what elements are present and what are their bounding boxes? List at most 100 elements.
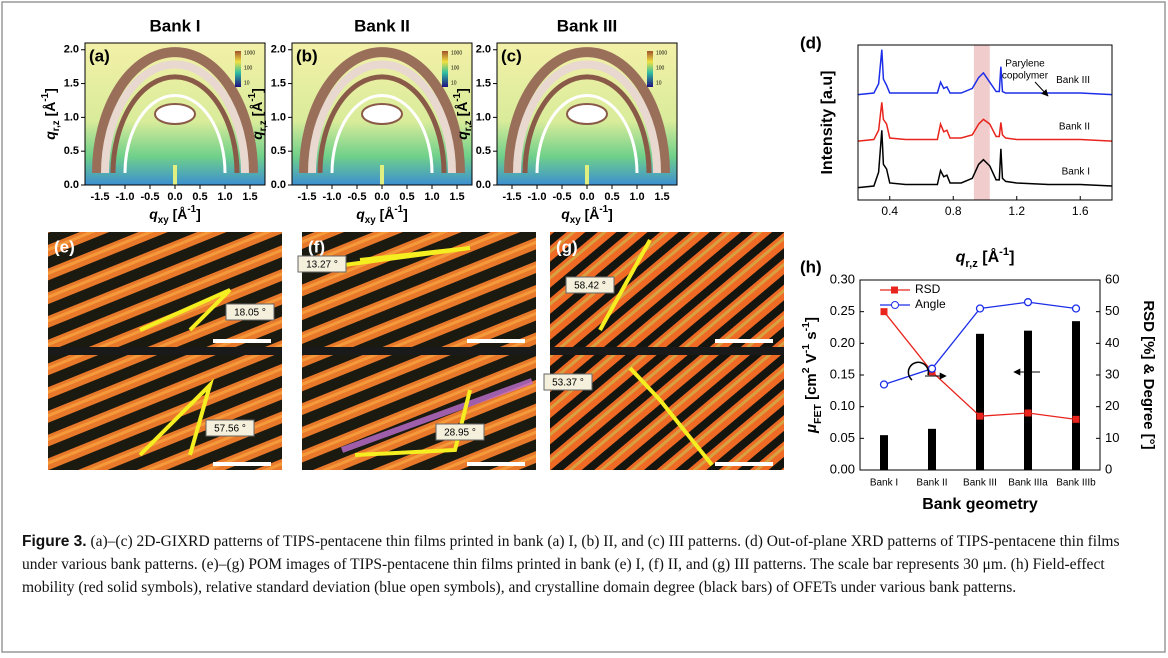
x-tick-label: 0.4: [881, 204, 898, 218]
pom-image: [550, 355, 784, 470]
panel-letter: (e): [54, 237, 75, 256]
panel-title: Bank II: [354, 16, 410, 35]
label-part: xy: [365, 215, 376, 226]
y-tick-label: 0.20: [830, 335, 855, 350]
panel-letter: (a): [89, 46, 110, 65]
x-tick-label: -1.0: [323, 191, 342, 203]
scale-bar: [213, 339, 271, 343]
x-tick-label: 0.0: [579, 191, 594, 203]
panel-letter: (g): [556, 237, 578, 256]
x-tick-label: -1.0: [116, 191, 135, 203]
x-tick-label: 0.5: [604, 191, 619, 203]
label-part: [Å: [249, 102, 265, 121]
marker: [881, 308, 888, 315]
x-tick-label: -0.5: [141, 191, 160, 203]
label-part: xy: [158, 215, 169, 226]
angle-label: 57.56 °: [214, 424, 246, 435]
label-part: s: [803, 331, 820, 344]
colorbar: [647, 51, 653, 87]
colorbar-label: 1000: [244, 50, 255, 56]
label-part: [Å: [454, 102, 470, 121]
pom-gap: [48, 347, 282, 355]
colorbar-label: 10: [244, 80, 250, 86]
angle-label: 28.95 °: [444, 428, 476, 439]
x-tick-label: 0.8: [945, 204, 962, 218]
legend-label: Angle: [915, 297, 946, 311]
scale-bar: [467, 462, 525, 466]
diffraction-dome: [362, 104, 402, 124]
y2-tick-label: 20: [1105, 398, 1119, 413]
x-tick-label: -1.5: [503, 191, 522, 203]
x-tick-label: 1.0: [217, 191, 232, 203]
marker: [1025, 410, 1032, 417]
angle-label: 13.27 °: [306, 260, 338, 271]
caption-text: (a)–(c) 2D-GIXRD patterns of TIPS-pentac…: [22, 533, 1119, 596]
marker: [881, 381, 888, 388]
legend-marker: [891, 287, 898, 294]
colorbar-label: 1000: [656, 50, 667, 56]
marker: [977, 305, 984, 312]
x-tick-label: 1.6: [1072, 204, 1089, 218]
y-tick-label: 0.5: [271, 145, 286, 157]
x-tick-label: 1.5: [654, 191, 669, 203]
panel-title: Bank III: [557, 16, 617, 35]
annotation: copolymer: [1002, 71, 1049, 82]
panel-letter: (c): [501, 46, 522, 65]
panel-letter: (f): [308, 237, 325, 256]
series-label: Bank I: [1062, 167, 1090, 178]
beam-stop: [585, 165, 589, 185]
y-tick-label: 1.0: [476, 111, 491, 123]
x-tick-label: Bank I: [870, 478, 898, 489]
label-part: -1: [999, 246, 1009, 258]
colorbar-label: 100: [656, 65, 665, 71]
bar: [976, 334, 984, 470]
y-tick-label: 0.25: [830, 303, 855, 318]
marker: [977, 413, 984, 420]
y2-tick-label: 40: [1105, 335, 1119, 350]
y-tick-label: 0.15: [830, 366, 855, 381]
y2-tick-label: 10: [1105, 430, 1119, 445]
y-tick-label: 1.0: [64, 111, 79, 123]
y-tick-label: 0.0: [64, 179, 79, 191]
label-part: ]: [803, 317, 820, 322]
x-tick-label: 0.5: [399, 191, 414, 203]
angle-label: 53.37 °: [552, 378, 584, 389]
y-tick-label: 0.00: [830, 461, 855, 476]
label-part: q: [956, 249, 966, 266]
panel-letter: (d): [800, 33, 822, 52]
marker: [1073, 305, 1080, 312]
x-tick-label: -0.5: [553, 191, 572, 203]
label-part: ]: [42, 88, 58, 93]
x-tick-label: 1.5: [242, 191, 257, 203]
series-label: Bank II: [1059, 122, 1090, 133]
y-tick-label: 0.0: [271, 179, 286, 191]
axis-label: μFET [cm2 V-1 s-1]: [800, 317, 824, 434]
y-tick-label: 2.0: [271, 44, 286, 56]
y-tick-label: 0.05: [830, 430, 855, 445]
x-tick-label: 1.0: [424, 191, 439, 203]
y-axis-label: Intensity [a.u]: [819, 70, 836, 174]
colorbar-label: 10: [451, 80, 457, 86]
panel-title: Bank I: [149, 16, 200, 35]
label-part: ]: [454, 88, 470, 93]
label-part: [Å: [978, 247, 1000, 266]
colorbar: [442, 51, 448, 87]
caption-label: Figure 3.: [22, 533, 87, 550]
x-axis-label: Bank geometry: [922, 496, 1038, 513]
colorbar-label: 100: [244, 65, 253, 71]
x-tick-label: Bank IIIb: [1056, 478, 1096, 489]
label-part: [cm: [803, 373, 820, 404]
colorbar-label: 1000: [451, 50, 462, 56]
label-part: r,z: [258, 120, 269, 131]
page: {"figure":{ "gixrd":{"xlim":[-1.8,1.8],"…: [0, 0, 1168, 658]
annotation: Parylene: [1005, 59, 1045, 70]
bar: [880, 435, 888, 470]
label-part: xy: [570, 215, 581, 226]
y-tick-label: 2.0: [476, 44, 491, 56]
axis-label: qxy [Å-1]: [149, 204, 201, 226]
legend-marker: [892, 302, 899, 309]
y-tick-label: 0.5: [64, 145, 79, 157]
x-tick-label: -1.5: [298, 191, 317, 203]
x-tick-label: 1.0: [629, 191, 644, 203]
bar: [1024, 331, 1032, 470]
